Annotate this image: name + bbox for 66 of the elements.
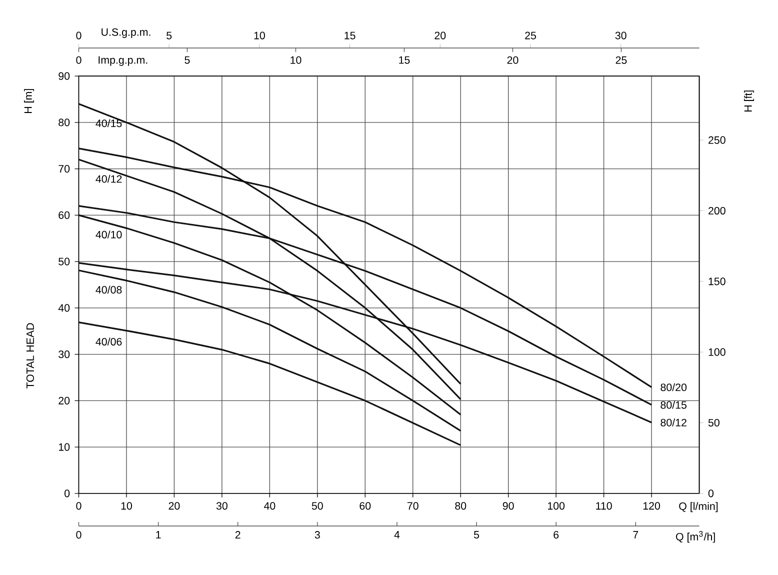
x-axis-title: Q [l/min] xyxy=(679,502,718,512)
y-tick-label: 10 xyxy=(58,443,70,451)
text: TOTAL HEAD xyxy=(26,323,34,389)
y2-tick-label: 50 xyxy=(708,419,720,427)
y2-tick-label: 250 xyxy=(708,136,726,144)
x-tick-label: 100 xyxy=(548,502,565,510)
text: 4 xyxy=(394,531,400,538)
text: Q [m$^{3}$/h] xyxy=(676,531,715,543)
y-tick-label: 30 xyxy=(58,350,70,358)
x2-axis-title: U.S.g.p.m. xyxy=(102,28,150,38)
y-tick-label: 20 xyxy=(58,396,70,405)
text: 6 xyxy=(554,531,559,539)
line-series xyxy=(78,270,462,432)
y2-tick-label: 200 xyxy=(708,207,726,215)
x2-tick-label: 30 xyxy=(615,32,626,40)
series-label: 40/12 xyxy=(96,175,122,183)
x-tick-label: 40 xyxy=(264,502,276,510)
text: 1 xyxy=(156,531,161,538)
series-label: 40/10 xyxy=(96,230,122,239)
y2-tick-label: 100 xyxy=(708,348,726,356)
x-tick-label: 0 xyxy=(76,502,82,510)
x-tick-label: 90 xyxy=(502,502,514,510)
y-tick-label: 60 xyxy=(58,212,70,220)
series-label: 80/15 xyxy=(660,401,687,409)
x2-tick-label: 20 xyxy=(434,32,446,40)
series-label: 80/12 xyxy=(660,418,686,426)
y-tick-label: 90 xyxy=(58,72,70,80)
x-tick-label: 50 xyxy=(312,502,323,510)
text: 7 xyxy=(633,531,638,538)
series-label: 40/06 xyxy=(96,338,122,346)
text: 0 xyxy=(76,56,82,64)
x2-tick-label: 10 xyxy=(254,32,265,40)
text: 25 xyxy=(616,56,627,64)
text: 5 xyxy=(184,56,190,64)
y2-tick-label: 150 xyxy=(708,278,726,286)
y2-axis-title: H [ft] xyxy=(744,90,754,112)
x-tick-label: 20 xyxy=(168,502,180,510)
y-tick-label: 0 xyxy=(64,490,70,498)
x-tick-label: 120 xyxy=(643,502,660,510)
x2-tick-label: 25 xyxy=(525,32,536,40)
x2-tick-label: 5 xyxy=(166,32,172,40)
y-tick-label: 70 xyxy=(58,165,70,173)
text: 15 xyxy=(399,56,410,64)
x-tick-label: 110 xyxy=(596,502,612,510)
x-tick-label: 10 xyxy=(121,502,132,510)
y-axis-title: H [m] xyxy=(24,89,34,114)
text: 5 xyxy=(474,531,480,539)
x2-tick-label: 0 xyxy=(76,32,82,40)
series-label: 80/20 xyxy=(660,383,687,392)
x-tick-label: 60 xyxy=(360,502,371,510)
series-label: 40/15 xyxy=(96,119,122,128)
y-tick-label: 80 xyxy=(58,118,70,126)
text: 10 xyxy=(290,56,302,64)
series-label: 40/08 xyxy=(96,286,122,294)
text: 2 xyxy=(235,531,240,539)
text: 0 xyxy=(76,531,82,539)
text: 3 xyxy=(314,531,320,539)
x-tick-label: 70 xyxy=(407,502,418,510)
text: 20 xyxy=(507,56,518,64)
x-tick-label: 80 xyxy=(455,502,466,510)
text: Imp.g.p.m. xyxy=(98,56,148,66)
y-tick-label: 40 xyxy=(58,304,70,312)
x-tick-label: 30 xyxy=(216,502,228,510)
y-tick-label: 50 xyxy=(58,258,70,266)
y2-tick-label: 0 xyxy=(708,490,714,498)
x2-tick-label: 15 xyxy=(344,32,356,40)
